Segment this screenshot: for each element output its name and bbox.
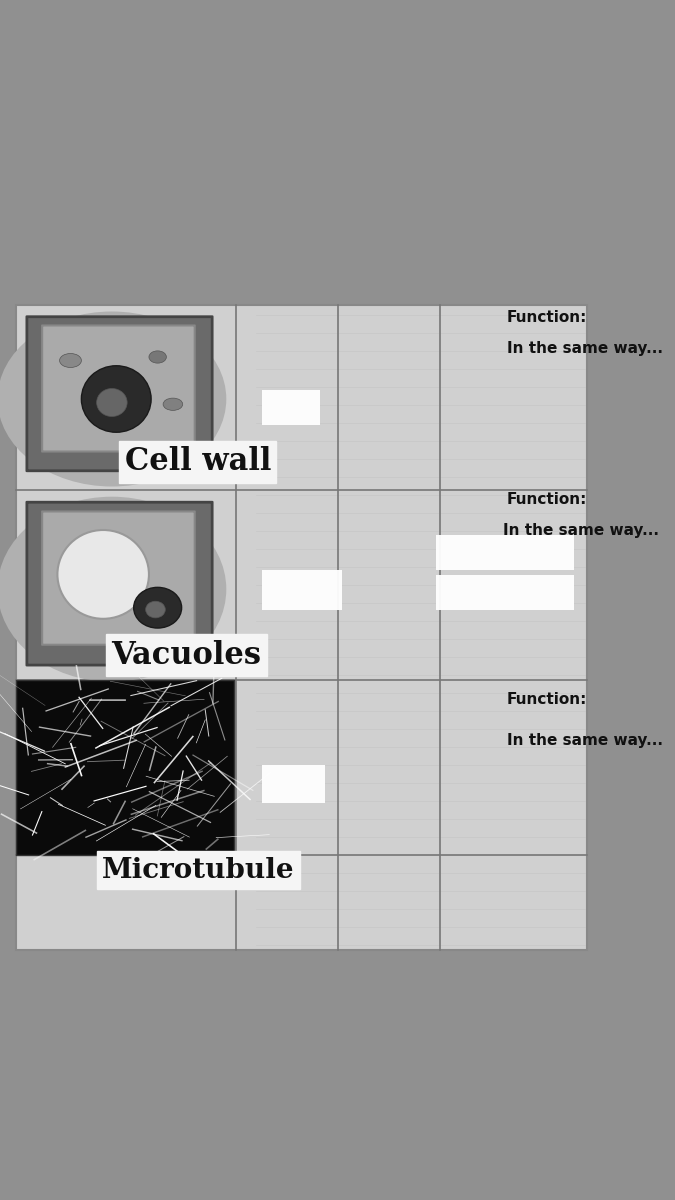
Text: Cell wall: Cell wall	[124, 446, 271, 478]
Bar	[436, 535, 574, 570]
Text: Function:: Function:	[507, 692, 587, 708]
Text: In the same way...: In the same way...	[507, 341, 663, 355]
Ellipse shape	[146, 601, 165, 618]
Text: Function:: Function:	[507, 311, 587, 325]
FancyBboxPatch shape	[42, 325, 194, 451]
Ellipse shape	[149, 350, 166, 364]
FancyBboxPatch shape	[27, 317, 212, 470]
Text: In the same way...: In the same way...	[507, 732, 663, 748]
Bar	[263, 390, 320, 425]
Text: In the same way...: In the same way...	[502, 522, 659, 538]
Ellipse shape	[82, 366, 151, 432]
Text: Microtubule: Microtubule	[103, 857, 295, 883]
Ellipse shape	[0, 497, 226, 682]
Text: Vacuoles: Vacuoles	[111, 640, 261, 671]
Bar	[16, 305, 587, 950]
FancyBboxPatch shape	[42, 511, 194, 644]
Bar	[16, 680, 234, 854]
Bar	[263, 570, 342, 610]
Text: Function:: Function:	[507, 492, 587, 508]
Bar	[263, 766, 325, 803]
Bar	[436, 575, 574, 610]
Ellipse shape	[163, 398, 183, 410]
Ellipse shape	[97, 389, 127, 416]
Ellipse shape	[59, 354, 82, 367]
Ellipse shape	[0, 312, 226, 486]
FancyBboxPatch shape	[27, 503, 212, 665]
Ellipse shape	[57, 530, 149, 619]
Ellipse shape	[134, 587, 182, 628]
